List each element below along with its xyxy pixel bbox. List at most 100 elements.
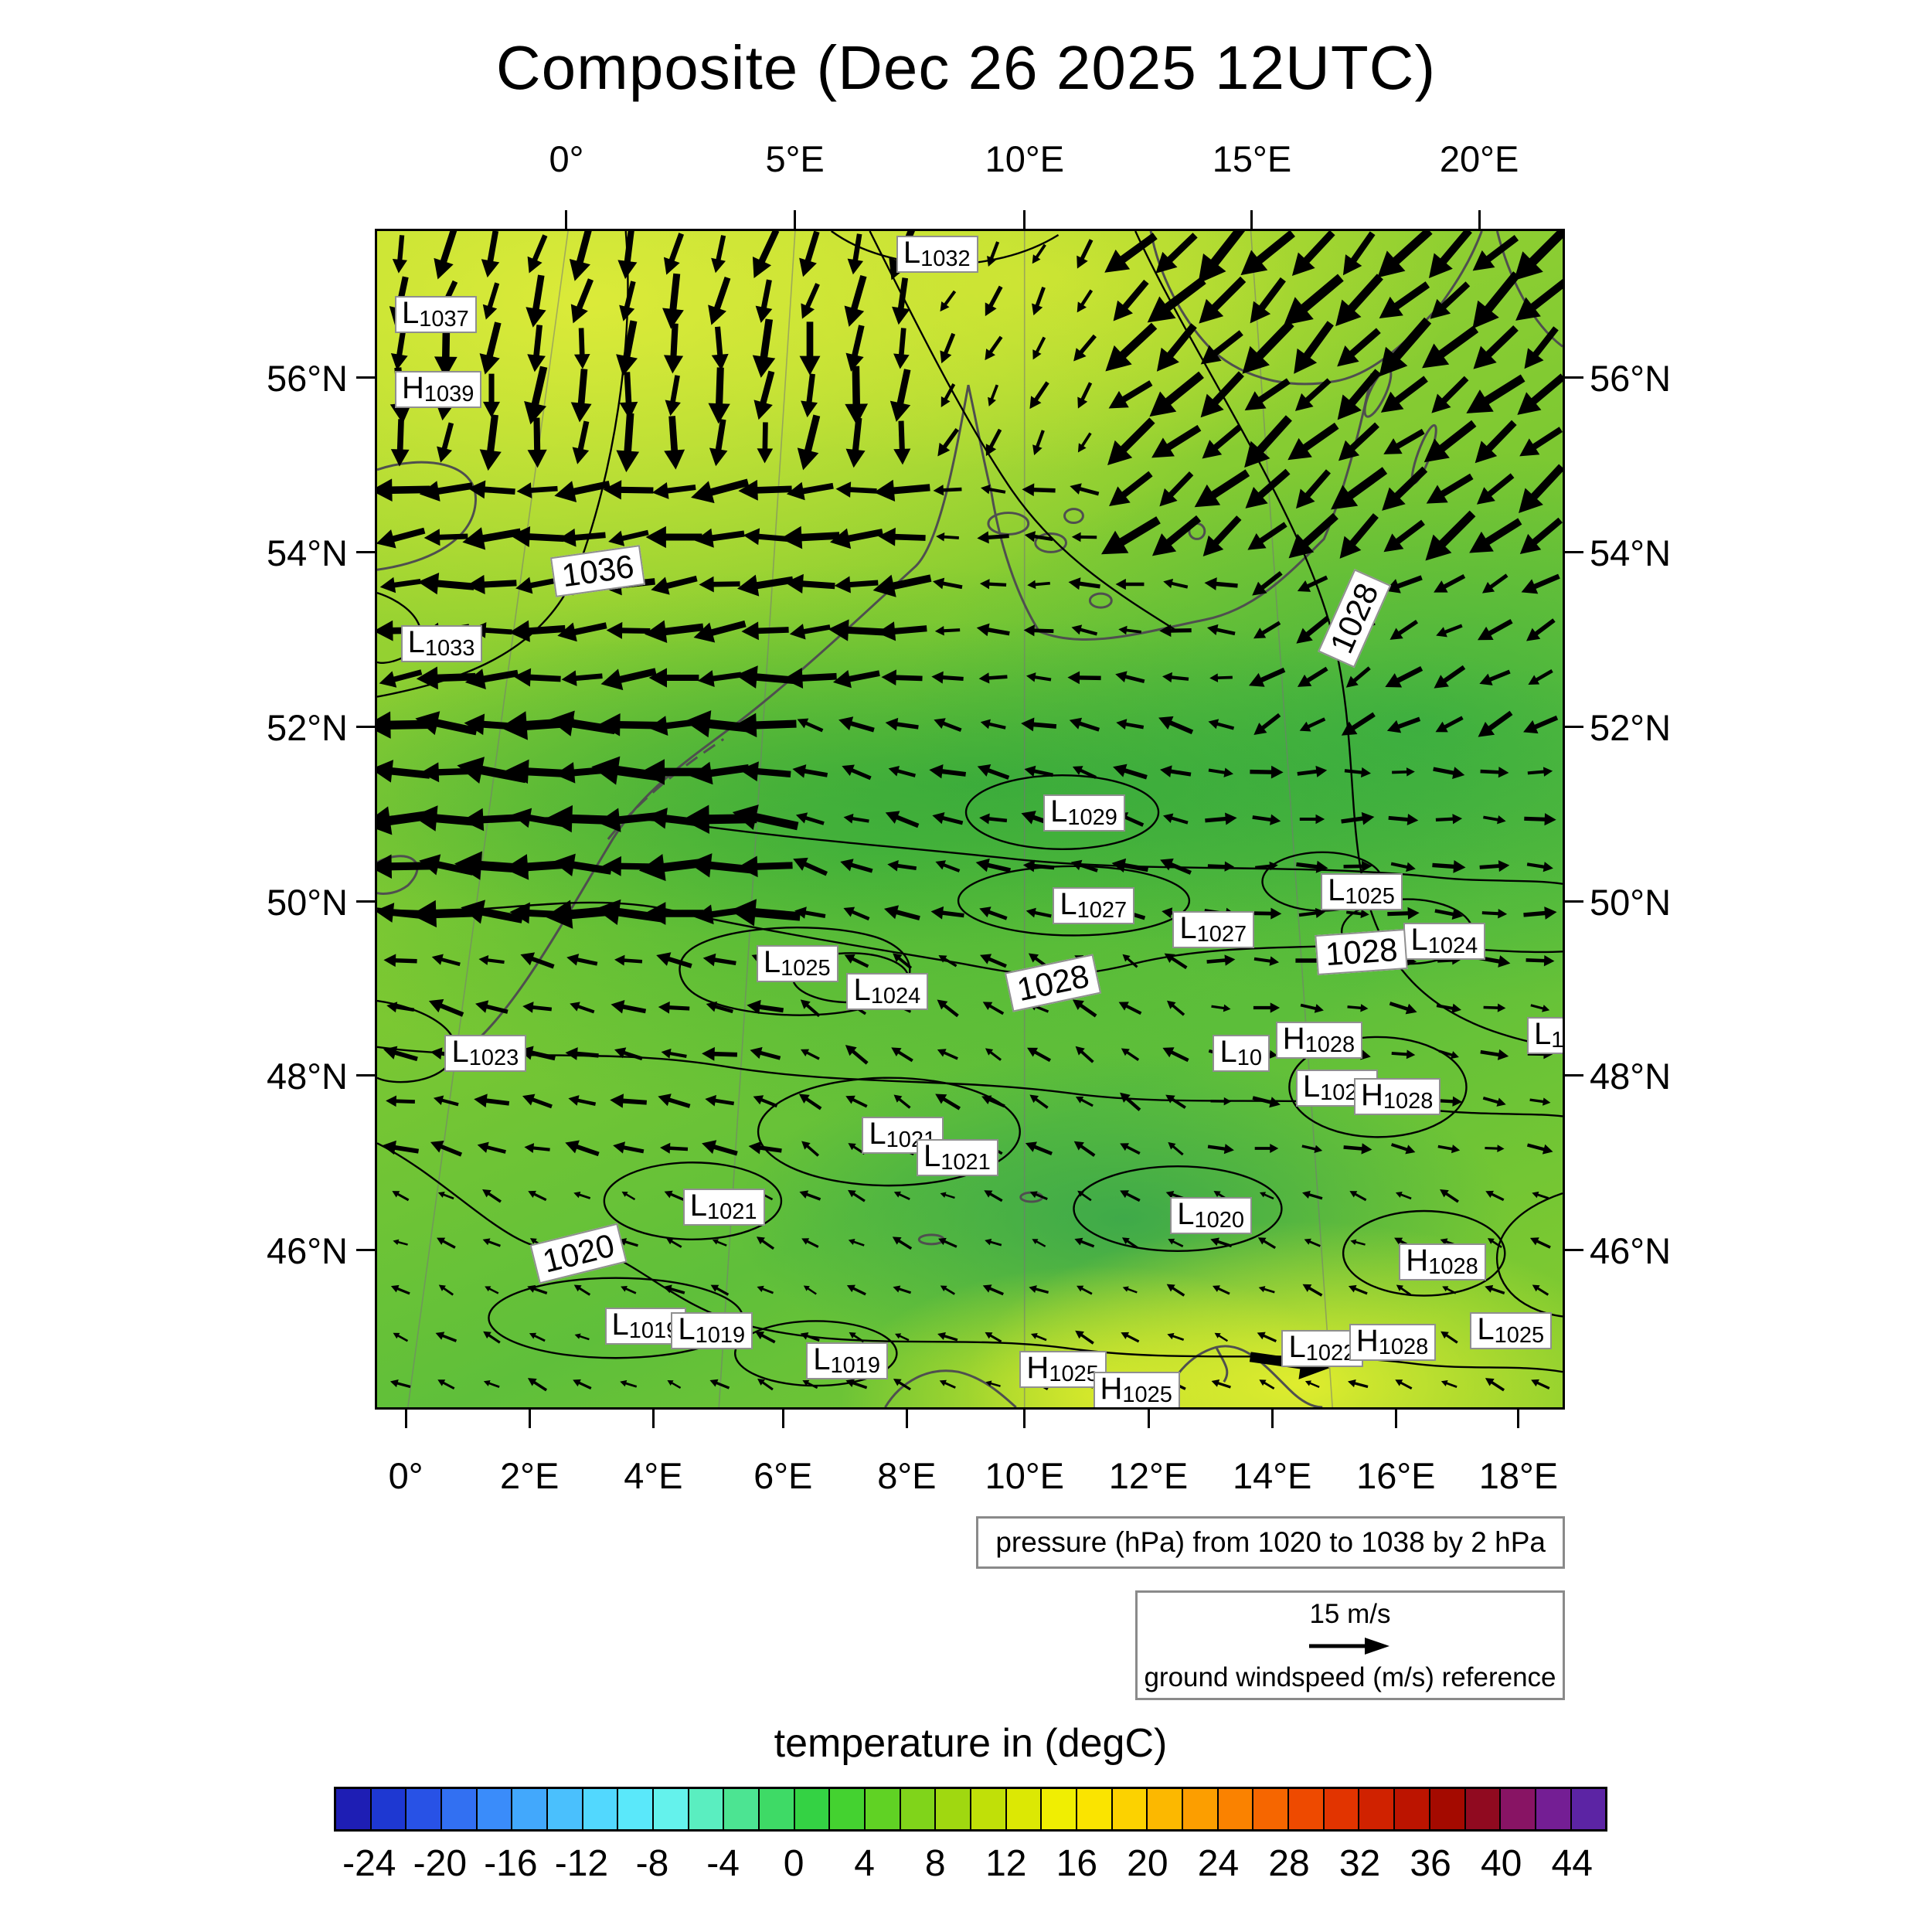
colorbar-tick-label: 28	[1268, 1843, 1310, 1884]
wind-arrow	[1507, 362, 1563, 429]
pressure-marker-value: 1027	[1077, 898, 1128, 923]
weather-map: L 1032 L 1037 H 1039 L 1033 L 1029 L 1025 L 1027 L 1027…	[375, 229, 1565, 1410]
wind-arrow	[1236, 271, 1297, 332]
colorbar-cell	[654, 1789, 689, 1829]
wind-arrow-glyph	[1523, 326, 1559, 369]
wind-arrow	[828, 415, 884, 471]
pressure-marker-value: 1021	[940, 1149, 991, 1175]
wind-arrow-glyph	[481, 231, 499, 278]
wind-arrow	[377, 417, 427, 469]
wind-arrow	[646, 321, 702, 376]
pressure-marker-value: 1025	[1494, 1322, 1545, 1348]
wind-legend-speed: 15 m/s	[1309, 1599, 1391, 1629]
axis-tick	[356, 900, 375, 903]
pressure-marker: L 1037	[395, 295, 477, 333]
wind-arrow-glyph	[1147, 277, 1206, 323]
pressure-marker-value: 1027	[1196, 921, 1247, 947]
wind-arrow-glyph	[1198, 277, 1246, 324]
wind-arrow	[736, 231, 794, 284]
axis-label-bottom: 14°E	[1232, 1455, 1312, 1496]
wind-arrow-glyph	[1200, 330, 1243, 365]
wind-arrow	[416, 460, 475, 519]
wind-arrow-glyph	[1338, 422, 1379, 461]
axis-tick	[1478, 210, 1481, 229]
pressure-marker-letter: L	[1179, 910, 1197, 945]
axis-tick	[1517, 1410, 1520, 1428]
axis-label-top: 0°	[549, 138, 584, 179]
wind-arrow	[698, 233, 740, 276]
wind-arrow	[1193, 415, 1248, 470]
wind-arrow	[1270, 260, 1353, 343]
wind-arrow-glyph	[1519, 427, 1563, 457]
wind-arrow-glyph	[663, 323, 683, 374]
wind-arrow-glyph	[799, 231, 821, 277]
wind-arrow-glyph	[1291, 231, 1335, 277]
colorbar-tick-label: 16	[1056, 1843, 1098, 1884]
wind-arrow	[1455, 263, 1533, 341]
axis-tick	[781, 1410, 784, 1428]
wind-legend-box: 15 m/s ground windspeed (m/s) reference	[1135, 1590, 1565, 1700]
wind-arrow	[1372, 365, 1434, 427]
pressure-marker-letter: L	[813, 1342, 831, 1377]
axis-tick	[1394, 1410, 1397, 1428]
wind-arrow	[975, 283, 1012, 320]
wind-arrow-glyph	[1342, 231, 1376, 276]
wind-arrow-glyph	[1421, 325, 1478, 369]
wind-arrow	[1021, 378, 1056, 413]
pressure-marker: L 1027	[1172, 910, 1255, 948]
wind-arrow-glyph	[526, 325, 546, 372]
wind-arrow-glyph	[377, 478, 430, 502]
wind-arrow-glyph	[1513, 231, 1563, 281]
pressure-marker: L 1025	[1321, 873, 1403, 910]
axis-label-left: 50°N	[266, 881, 348, 923]
colorbar-tick-label: 0	[783, 1843, 804, 1884]
wind-arrow-glyph	[1156, 323, 1197, 372]
wind-arrow	[1093, 311, 1167, 386]
wind-arrow	[1461, 316, 1527, 382]
wind-arrow	[695, 325, 743, 373]
pressure-marker: L 1021	[916, 1138, 998, 1176]
contour-label: 1028	[1315, 929, 1409, 976]
pressure-marker-value: 10	[1551, 1027, 1564, 1053]
wind-arrow	[1279, 231, 1345, 287]
wind-arrow-glyph	[479, 414, 502, 471]
wind-arrow-glyph	[1077, 289, 1093, 313]
pressure-marker-value: 1028	[1378, 1334, 1429, 1359]
colorbar-cell	[1324, 1789, 1360, 1829]
contour-label: 1020	[529, 1223, 628, 1284]
wind-arrow-glyph	[1294, 378, 1332, 411]
colorbar-tick-label: -16	[484, 1843, 538, 1884]
pressure-marker: H 1028	[1399, 1243, 1486, 1281]
pressure-marker-letter: L	[1050, 794, 1068, 829]
wind-arrow-glyph	[1472, 325, 1519, 369]
pressure-marker-value: 1037	[419, 306, 469, 332]
colorbar-tick-label: -20	[413, 1843, 468, 1884]
colorbar-cell	[1501, 1789, 1536, 1829]
pressure-marker: H 1028	[1275, 1021, 1363, 1059]
wind-arrow-glyph	[1465, 374, 1525, 413]
pressure-marker: H 1028	[1354, 1077, 1441, 1115]
axis-label-top: 20°E	[1439, 138, 1519, 179]
wind-arrow-glyph	[1516, 373, 1563, 415]
wind-arrow-glyph	[573, 420, 590, 464]
wind-arrow-glyph	[570, 231, 594, 282]
pressure-marker-letter: L	[1477, 1311, 1495, 1346]
wind-arrow-glyph	[1471, 271, 1520, 329]
wind-reference-arrow-icon	[1309, 1638, 1389, 1655]
colorbar-tick-label: 20	[1127, 1843, 1168, 1884]
pressure-marker-letter: L	[402, 295, 420, 330]
wind-arrow-glyph	[1073, 334, 1097, 362]
wind-arrow	[872, 366, 931, 426]
wind-arrow	[1279, 410, 1345, 476]
wind-arrow	[830, 322, 883, 375]
axis-label-bottom: 16°E	[1356, 1455, 1436, 1496]
wind-arrow-glyph	[1032, 430, 1045, 456]
colorbar-tick-label: 4	[854, 1843, 876, 1884]
wind-arrow	[470, 281, 512, 323]
wind-arrow-glyph	[662, 274, 684, 330]
wind-arrow	[551, 231, 613, 285]
wind-arrow	[1095, 231, 1165, 289]
wind-arrow	[1362, 308, 1444, 390]
wind-arrow-glyph	[663, 416, 685, 470]
wind-arrow-glyph	[801, 373, 818, 418]
